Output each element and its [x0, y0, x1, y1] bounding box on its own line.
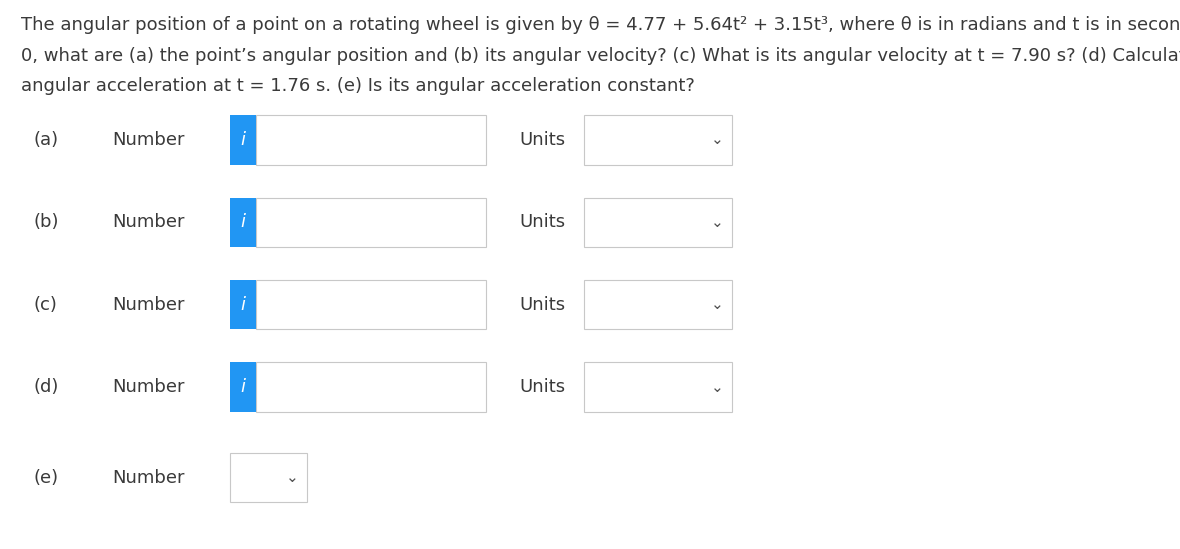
- Text: Number: Number: [112, 469, 184, 486]
- Text: i: i: [241, 296, 245, 313]
- Text: i: i: [241, 131, 245, 149]
- Text: (b): (b): [33, 214, 59, 231]
- Text: ⌄: ⌄: [287, 470, 299, 485]
- Text: (d): (d): [33, 378, 59, 396]
- FancyBboxPatch shape: [230, 280, 256, 329]
- FancyBboxPatch shape: [230, 115, 256, 165]
- Text: Number: Number: [112, 131, 184, 149]
- FancyBboxPatch shape: [256, 362, 486, 412]
- Text: (c): (c): [33, 296, 57, 313]
- FancyBboxPatch shape: [584, 115, 732, 165]
- FancyBboxPatch shape: [230, 198, 256, 247]
- Text: ⌄: ⌄: [712, 297, 723, 312]
- FancyBboxPatch shape: [584, 280, 732, 329]
- Text: Number: Number: [112, 214, 184, 231]
- Text: ⌄: ⌄: [712, 215, 723, 230]
- Text: Units: Units: [519, 296, 565, 313]
- Text: Number: Number: [112, 296, 184, 313]
- FancyBboxPatch shape: [230, 453, 307, 502]
- FancyBboxPatch shape: [256, 198, 486, 247]
- FancyBboxPatch shape: [584, 362, 732, 412]
- FancyBboxPatch shape: [256, 280, 486, 329]
- Text: (e): (e): [33, 469, 58, 486]
- Text: i: i: [241, 214, 245, 231]
- Text: i: i: [241, 378, 245, 396]
- FancyBboxPatch shape: [230, 362, 256, 412]
- Text: 0, what are (a) the point’s angular position and (b) its angular velocity? (c) W: 0, what are (a) the point’s angular posi…: [21, 47, 1180, 65]
- Text: The angular position of a point on a rotating wheel is given by θ = 4.77 + 5.64t: The angular position of a point on a rot…: [21, 16, 1180, 35]
- Text: Units: Units: [519, 131, 565, 149]
- Text: (a): (a): [33, 131, 58, 149]
- Text: angular acceleration at t = 1.76 s. (e) Is its angular acceleration constant?: angular acceleration at t = 1.76 s. (e) …: [21, 77, 695, 95]
- FancyBboxPatch shape: [584, 198, 732, 247]
- Text: ⌄: ⌄: [712, 132, 723, 148]
- Text: Number: Number: [112, 378, 184, 396]
- Text: ⌄: ⌄: [712, 379, 723, 395]
- Text: Units: Units: [519, 378, 565, 396]
- FancyBboxPatch shape: [256, 115, 486, 165]
- Text: Units: Units: [519, 214, 565, 231]
